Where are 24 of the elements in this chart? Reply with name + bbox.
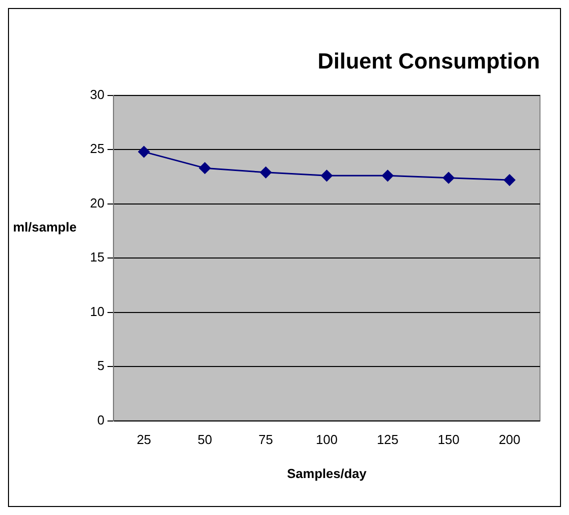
y-tick-label: 15	[90, 250, 104, 265]
point	[199, 162, 211, 174]
x-tick-label: 200	[498, 432, 520, 448]
point	[504, 174, 516, 186]
chart-title: Diluent Consumption	[318, 48, 540, 74]
y-tick-label: 5	[97, 358, 104, 374]
point	[382, 170, 394, 182]
x-tick-label: 150	[438, 432, 460, 448]
y-tick-label: 10	[90, 304, 104, 319]
point	[138, 146, 150, 158]
y-axis-title: ml/sample	[13, 220, 77, 235]
point	[320, 170, 332, 182]
y-tick-label: 20	[90, 195, 104, 210]
y-tick-label: 0	[97, 412, 104, 428]
x-axis-title: Samples/day	[286, 466, 368, 481]
point	[260, 166, 272, 178]
x-tick-label: 100	[316, 432, 338, 448]
x-tick-label: 50	[198, 432, 212, 448]
x-tick-label: 125	[376, 432, 399, 448]
x-tick-label: 75	[258, 432, 274, 448]
point	[442, 172, 454, 184]
y-tick-label: 25	[90, 141, 104, 156]
x-tick-label: 25	[136, 432, 152, 448]
y-tick-label: 30	[90, 86, 104, 102]
